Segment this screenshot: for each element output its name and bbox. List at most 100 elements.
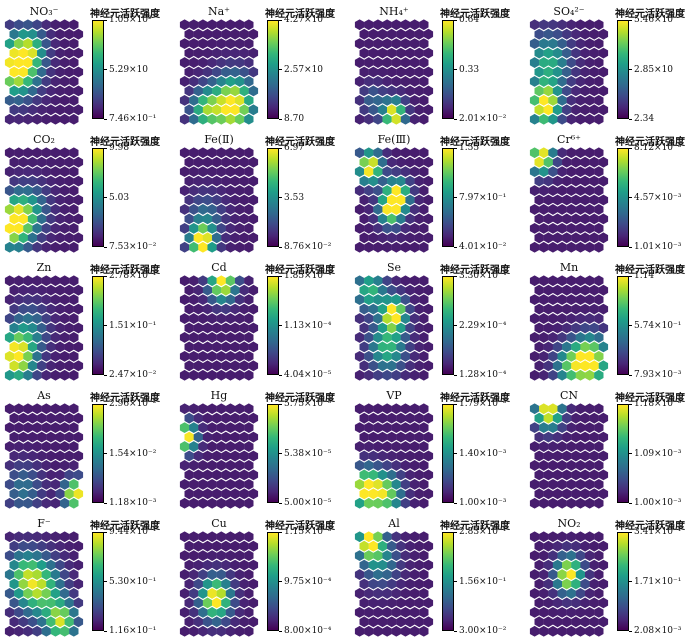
hex-cell <box>580 232 590 244</box>
hex-cell <box>216 204 226 215</box>
hex-cell <box>244 531 254 543</box>
hex-cell <box>548 531 558 543</box>
hex-cell <box>207 313 217 324</box>
hex-cell <box>566 313 576 324</box>
hex-cell <box>69 332 79 343</box>
colorbar-tick-label: 4.01×10⁻² <box>459 242 507 252</box>
colorbar-title: 神经元活跃强度 <box>440 521 510 532</box>
hex-cell <box>400 588 411 599</box>
hex-cell <box>225 588 236 599</box>
hex-cell <box>391 350 401 362</box>
hex-cell <box>221 66 231 78</box>
hex-cell <box>37 156 47 168</box>
hex-cell <box>589 559 599 571</box>
hex-cell <box>364 222 374 234</box>
hex-cell <box>59 204 70 215</box>
hex-cell <box>198 313 208 324</box>
hex-cell <box>364 313 374 324</box>
hex-cell <box>184 175 194 187</box>
hex-cell <box>225 422 236 434</box>
hex-cell <box>396 540 406 552</box>
hex-cell <box>18 194 29 206</box>
hex-cell <box>354 204 365 215</box>
colorbar-tick-mark <box>104 246 107 248</box>
hex-cell <box>202 232 213 244</box>
hex-cell <box>23 550 33 562</box>
hex-cell <box>230 578 240 590</box>
hex-cell <box>562 213 572 225</box>
colorbar-tick-mark <box>104 630 107 632</box>
hex-cell <box>414 156 424 168</box>
hex-cell <box>557 350 567 362</box>
colorbar <box>442 276 454 375</box>
hex-cell <box>543 175 554 187</box>
hex-cell <box>212 450 222 462</box>
hex-cell <box>234 57 245 68</box>
hex-cell <box>368 175 379 187</box>
hex-cell <box>382 625 392 637</box>
hex-cell <box>580 213 590 225</box>
hex-cell <box>73 156 84 168</box>
hex-cell <box>216 294 226 306</box>
hex-cell <box>198 113 208 125</box>
hex-cell <box>207 204 217 215</box>
hex-cell <box>534 469 544 481</box>
hex-cell <box>239 540 249 552</box>
hex-cell <box>400 497 411 509</box>
colorbar-tick-mark <box>104 275 107 277</box>
hex-cell <box>207 569 217 580</box>
hex-cell <box>382 222 392 234</box>
hex-cell <box>9 47 19 59</box>
hex-cell <box>368 47 379 59</box>
hex-cell <box>589 488 599 500</box>
hex-cell <box>189 606 199 618</box>
colorbar-tick-label: 0.64 <box>459 15 480 25</box>
colorbar-tick-mark <box>279 275 282 277</box>
hex-cell <box>557 606 567 618</box>
hex-cell <box>212 597 222 609</box>
hex-cell <box>4 294 15 306</box>
hex-cell <box>364 625 374 637</box>
colorbar-tick-mark <box>629 197 632 198</box>
hex-cell <box>364 204 374 215</box>
hex-cell <box>382 588 392 599</box>
hex-cell <box>221 232 231 244</box>
hex-cell <box>46 66 56 78</box>
hex-cell <box>212 194 222 206</box>
hex-cell <box>59 313 70 324</box>
hex-cell <box>69 441 79 452</box>
hex-cell <box>396 488 406 500</box>
hex-cell <box>584 441 595 452</box>
hex-cell <box>543 616 554 628</box>
hex-cell <box>387 85 397 97</box>
hex-cell <box>184 540 194 552</box>
hex-map <box>4 19 84 125</box>
hex-cell <box>382 275 392 287</box>
hex-cell <box>216 369 226 381</box>
hex-cell <box>202 360 213 372</box>
colorbar-tick-label: 3.30×10⁻⁴ <box>459 271 507 281</box>
hex-cell <box>27 450 38 462</box>
hex-cell <box>419 497 429 509</box>
colorbar-tick-label: 1.51×10⁻¹ <box>109 320 157 331</box>
hex-cell <box>543 341 554 353</box>
hex-cell <box>534 450 544 462</box>
hex-cell <box>391 441 401 452</box>
hex-cell <box>239 232 249 244</box>
hex-cell <box>239 303 249 315</box>
hex-cell <box>207 588 217 599</box>
hex-cell <box>598 360 609 372</box>
hex-cell <box>566 350 576 362</box>
hex-cell <box>552 66 563 78</box>
hex-cell <box>69 294 79 306</box>
hex-cell <box>377 213 388 225</box>
hex-cell <box>575 76 586 87</box>
hex-cell <box>589 412 599 424</box>
hex-cell <box>234 275 245 287</box>
hex-cell <box>354 369 365 381</box>
hex-cell <box>409 19 420 31</box>
colorbar-tick-mark <box>629 531 632 533</box>
hex-cell <box>244 313 254 324</box>
hex-map <box>179 275 259 381</box>
hex-cell <box>244 241 254 253</box>
